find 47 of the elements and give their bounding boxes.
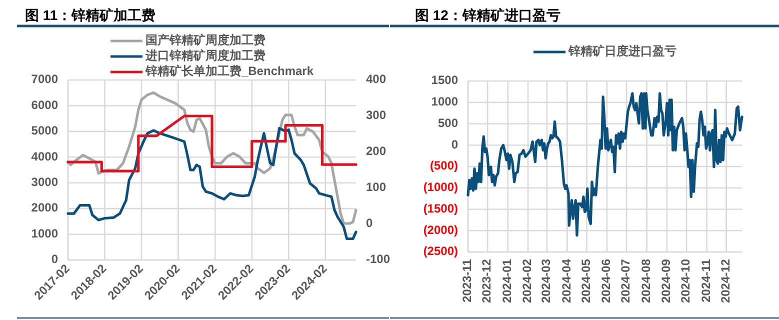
y-tick-label: 6000 [31,98,58,112]
x-tick-label: 2024-07 [618,258,633,304]
chart-title: 图 11：锌精矿加工费 [25,7,156,23]
x-tick-label: 2024-05 [578,258,593,304]
y2-tick-label: 100 [366,180,386,194]
y-tick-label: 0 [451,137,458,152]
legend-label: 锌精矿日度进口盈亏 [568,44,676,58]
legend-label: 锌精矿长单加工费_Benchmark [144,64,314,78]
y-tick-label: 1000 [431,94,458,109]
y-tick-label: (1500) [423,201,458,216]
y-tick-label: 4000 [31,149,58,164]
x-tick-label: 2024-12 [718,258,733,304]
x-tick-label: 2024-06 [599,258,614,304]
x-tick-label: 2023-12 [480,258,494,304]
line-series [466,92,744,237]
y-tick-label: 1500 [431,73,458,88]
y2-tick-label: 0 [366,216,373,230]
y2-tick-label: -100 [366,252,390,266]
legend-label: 进口锌精矿周度加工费 [144,48,266,63]
x-tick-label: 2024-08 [638,258,653,304]
y-tick-label: (1000) [423,180,458,194]
y-tick-label: 0 [51,252,58,266]
y-tick-label: (2000) [423,222,458,237]
x-tick-label: 2024-02 [520,258,534,304]
y-tick-label: 3000 [31,175,58,190]
line-series [66,126,358,240]
x-tick-label: 2024-10 [678,258,693,304]
legend-label: 国产锌精矿周度加工费 [145,33,266,48]
y-tick-label: (500) [430,158,458,173]
y-tick-label: 2000 [31,200,58,215]
legend: 锌精矿日度进口盈亏 [534,44,676,58]
y2-tick-label: 300 [366,108,386,122]
line-series [66,114,358,172]
x-tick-label: 2024-03 [539,258,554,304]
y-tick-label: 500 [438,116,458,130]
x-tick-label: 2024-11 [698,258,713,302]
x-tick-label: 2023-11 [460,258,474,302]
y-tick-label: 7000 [31,72,58,86]
x-tick-label: 2024-09 [659,258,674,304]
y-tick-label: 1000 [31,226,58,240]
x-tick-label: 2024-01 [500,258,514,304]
x-tick-label: 2024-04 [559,258,574,304]
y-tick-label: (2500) [423,244,458,258]
y-tick-label: 5000 [31,124,58,138]
y2-tick-label: 400 [366,72,386,86]
chart-title: 图 12：锌精矿进口盈亏 [415,7,560,23]
y2-tick-label: 200 [366,144,386,158]
